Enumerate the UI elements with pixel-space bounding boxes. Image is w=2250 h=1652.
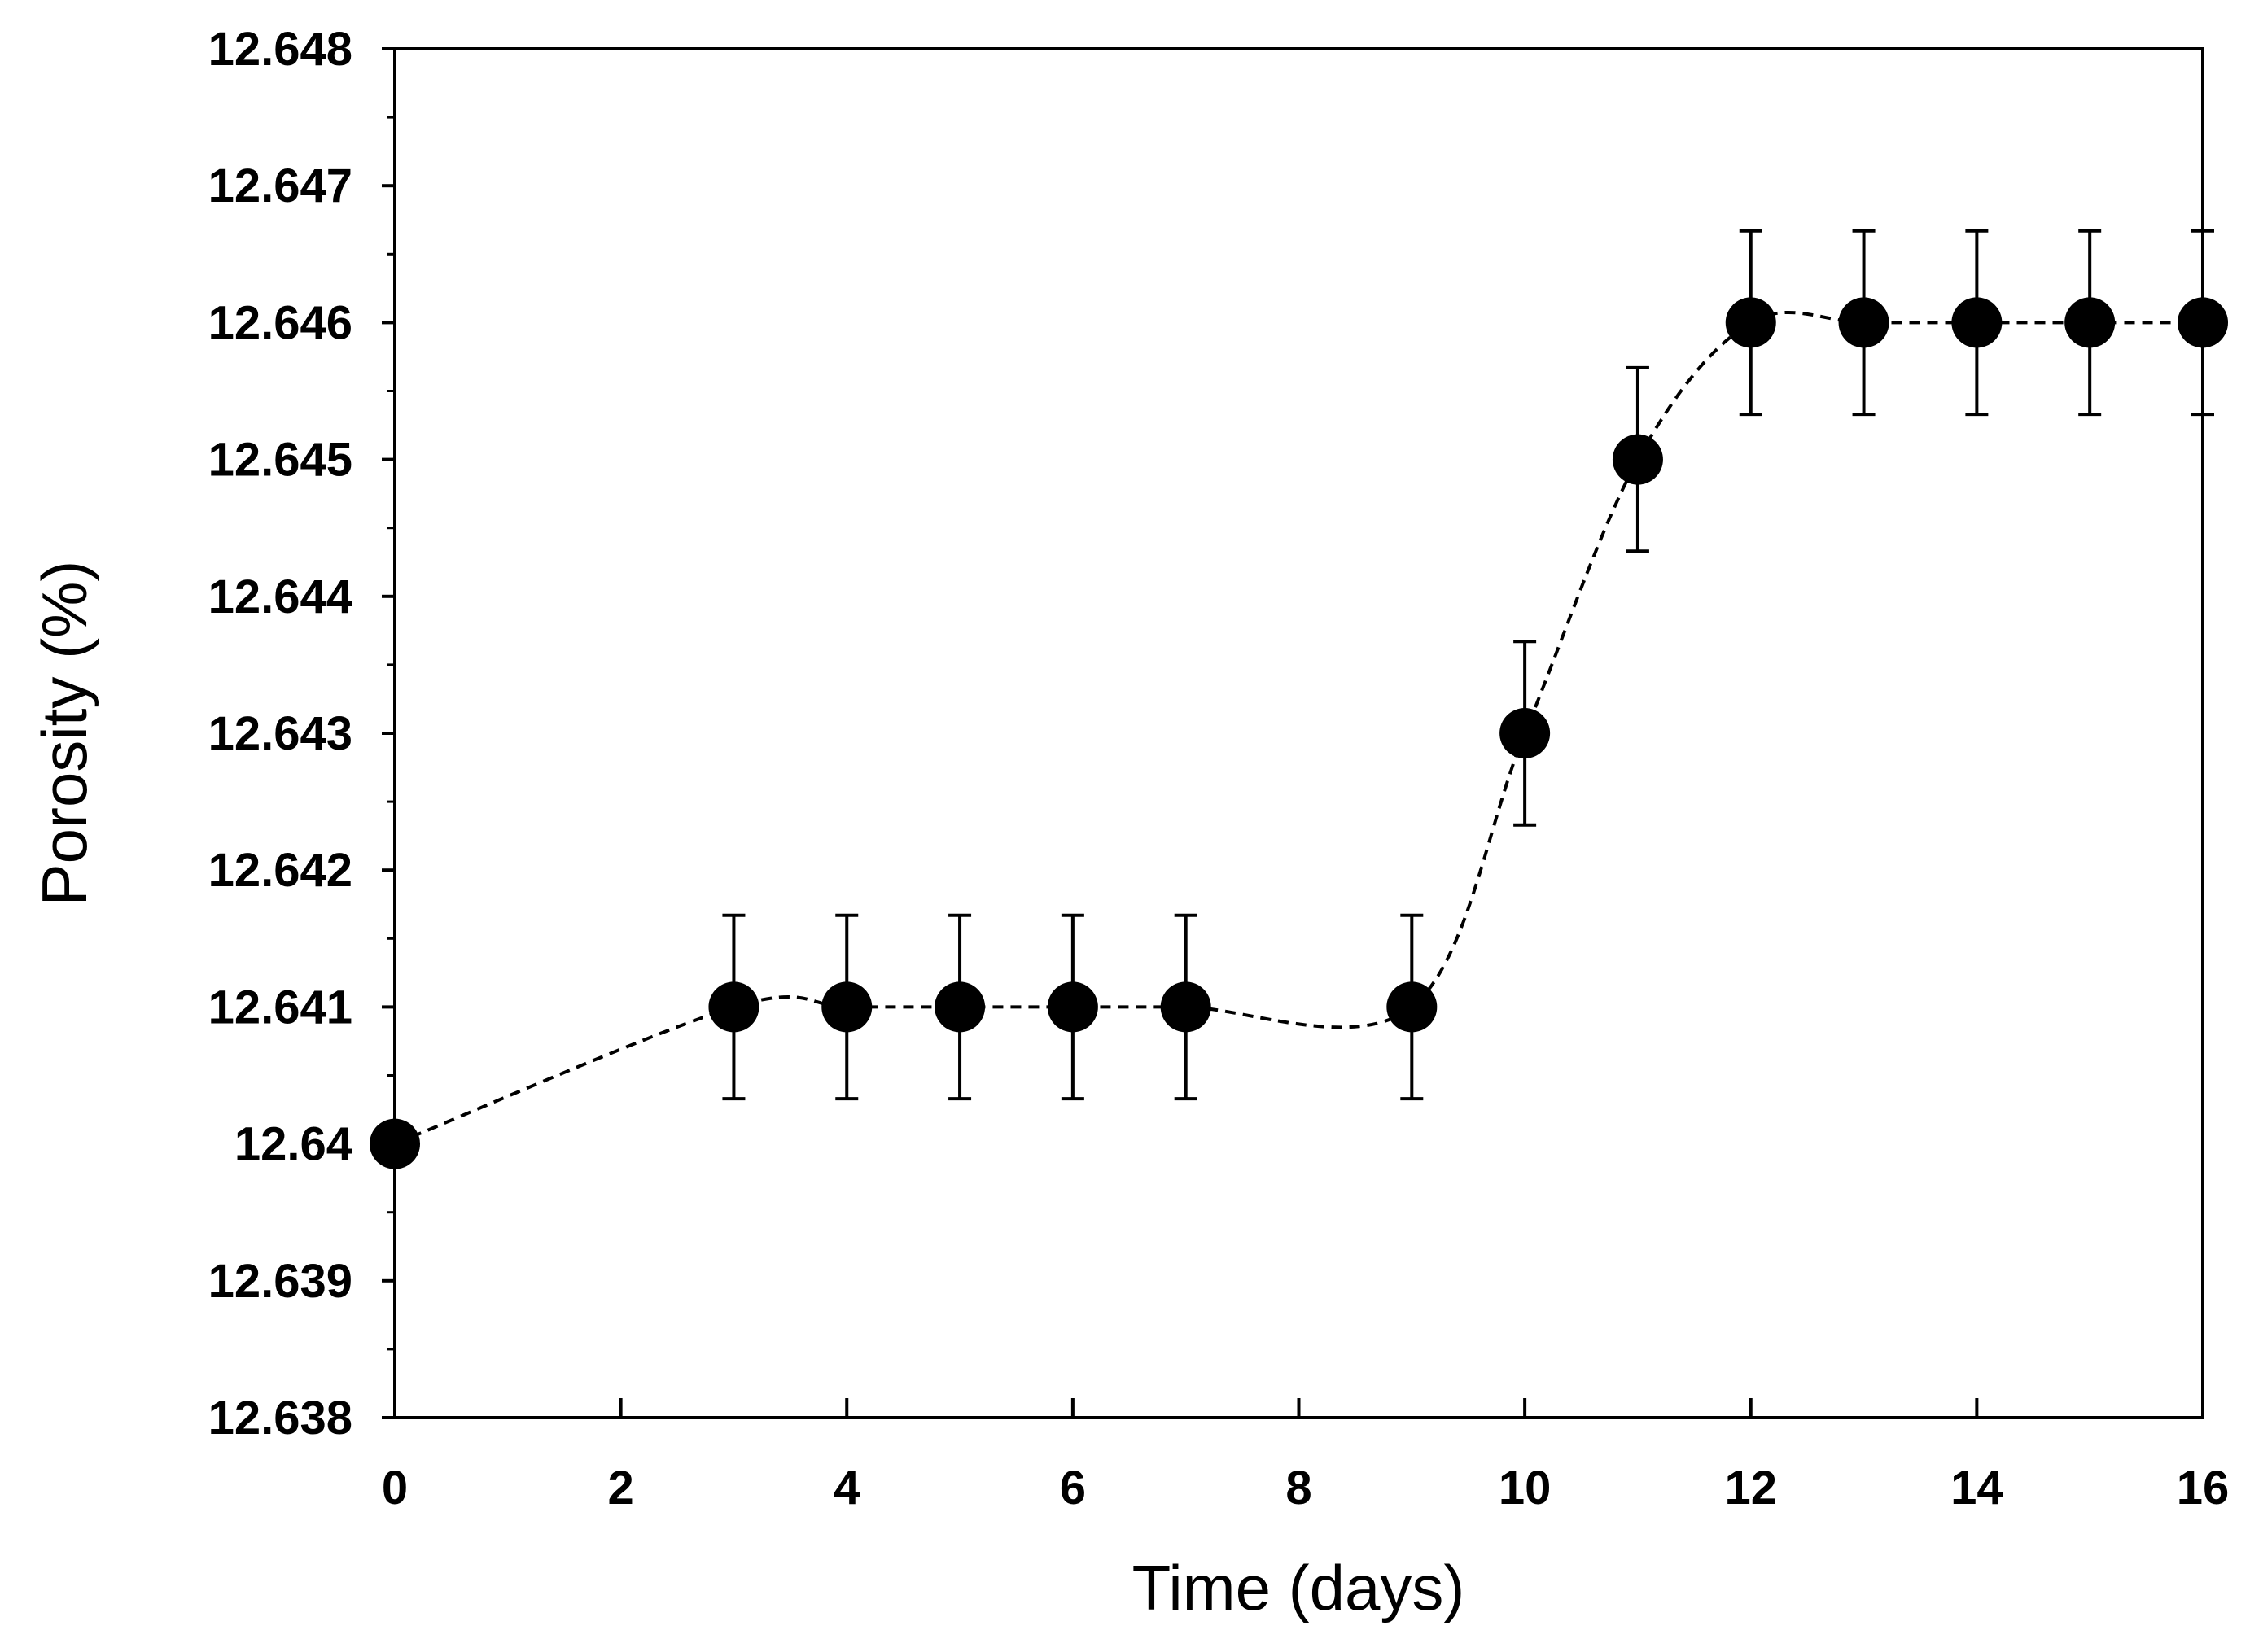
series-curve: [394, 310, 2203, 1146]
y-tick-label: 12.645: [208, 434, 352, 487]
data-point: [1386, 981, 1438, 1033]
data-point: [1951, 297, 2003, 348]
plot-frame: [393, 47, 2204, 1419]
x-tick-label: 6: [1060, 1462, 1086, 1514]
error-bars: [722, 229, 2214, 1101]
x-tick-label: 14: [1950, 1462, 2003, 1514]
data-point: [2178, 297, 2228, 348]
data-point: [2064, 297, 2116, 348]
data-point: [1612, 434, 1663, 485]
y-axis-ticks: 12.638 12.639 12.64 12.641 12.642 12.643 12.64…: [208, 23, 395, 1444]
x-tick-label: 0: [382, 1462, 408, 1514]
y-tick-label: 12.642: [208, 844, 352, 897]
x-tick-label: 10: [1499, 1462, 1552, 1514]
data-point: [708, 981, 759, 1033]
data-point: [935, 981, 986, 1033]
x-tick-label: 8: [1285, 1462, 1311, 1514]
y-tick-label: 12.647: [208, 160, 352, 212]
data-point: [1047, 981, 1098, 1033]
x-tick-label: 16: [2177, 1462, 2230, 1514]
data-point: [1838, 297, 1889, 348]
y-tick-label: 12.646: [208, 296, 352, 349]
data-point: [370, 1118, 420, 1169]
x-axis-ticks: 0 2 4 6 8 10 12 14 16: [382, 1398, 2229, 1514]
data-point: [821, 981, 873, 1033]
x-tick-label: 12: [1724, 1462, 1777, 1514]
y-tick-label: 12.641: [208, 981, 352, 1034]
y-tick-label: 12.638: [208, 1392, 352, 1444]
y-tick-label: 12.644: [208, 570, 352, 623]
y-tick-label: 12.643: [208, 707, 352, 760]
y-tick-label: 12.648: [208, 23, 352, 76]
x-axis-title: Time (days): [1132, 1552, 1465, 1624]
data-point: [1160, 981, 1211, 1033]
x-tick-label: 4: [834, 1462, 860, 1514]
y-tick-label: 12.64: [234, 1118, 352, 1171]
data-point: [1499, 708, 1551, 758]
y-tick-label: 12.639: [208, 1255, 352, 1308]
data-points: [370, 297, 2228, 1169]
data-point: [1725, 297, 1776, 348]
y-axis-title: Porosity (%): [28, 561, 100, 907]
x-tick-label: 2: [607, 1462, 633, 1514]
